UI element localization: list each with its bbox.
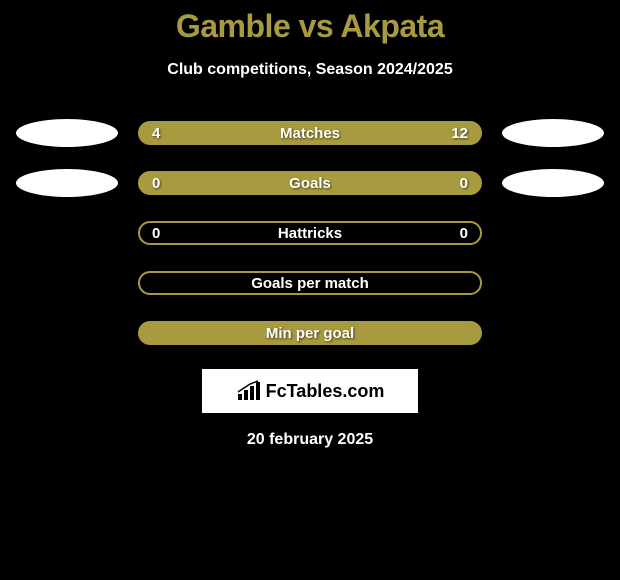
stat-bar-min-per-goal: Min per goal xyxy=(138,321,482,345)
subtitle: Club competitions, Season 2024/2025 xyxy=(0,61,620,79)
player-left-badge xyxy=(16,169,118,197)
spacer xyxy=(16,319,118,347)
stat-row-hattricks: 0 Hattricks 0 xyxy=(0,219,620,247)
stat-row-matches: 4 Matches 12 xyxy=(0,119,620,147)
stat-value-left: 4 xyxy=(152,125,176,142)
spacer xyxy=(16,219,118,247)
stat-value-right: 12 xyxy=(444,125,468,142)
stat-label: Hattricks xyxy=(278,225,342,242)
stat-value-left: 0 xyxy=(152,225,176,242)
stat-row-min-per-goal: Min per goal xyxy=(0,319,620,347)
spacer xyxy=(502,269,604,297)
stat-bar-hattricks: 0 Hattricks 0 xyxy=(138,221,482,245)
stat-label: Goals per match xyxy=(152,275,468,292)
stat-label: Min per goal xyxy=(152,325,468,342)
stat-bar-matches: 4 Matches 12 xyxy=(138,121,482,145)
stat-row-goals: 0 Goals 0 xyxy=(0,169,620,197)
comparison-widget: Gamble vs Akpata Club competitions, Seas… xyxy=(0,0,620,449)
stat-value-right: 0 xyxy=(444,175,468,192)
stat-row-goals-per-match: Goals per match xyxy=(0,269,620,297)
chart-icon xyxy=(236,380,262,402)
player-right-badge xyxy=(502,169,604,197)
player-left-badge xyxy=(16,119,118,147)
stat-label: Goals xyxy=(289,175,331,192)
stat-value-right: 0 xyxy=(444,225,468,242)
date-text: 20 february 2025 xyxy=(0,431,620,449)
stat-label: Matches xyxy=(280,125,340,142)
page-title: Gamble vs Akpata xyxy=(0,8,620,45)
spacer xyxy=(502,219,604,247)
stat-bar-goals-per-match: Goals per match xyxy=(138,271,482,295)
stat-value-left: 0 xyxy=(152,175,176,192)
logo-text: FcTables.com xyxy=(266,381,385,402)
spacer xyxy=(502,319,604,347)
branding-logo[interactable]: FcTables.com xyxy=(202,369,418,413)
stat-bar-goals: 0 Goals 0 xyxy=(138,171,482,195)
spacer xyxy=(16,269,118,297)
player-right-badge xyxy=(502,119,604,147)
